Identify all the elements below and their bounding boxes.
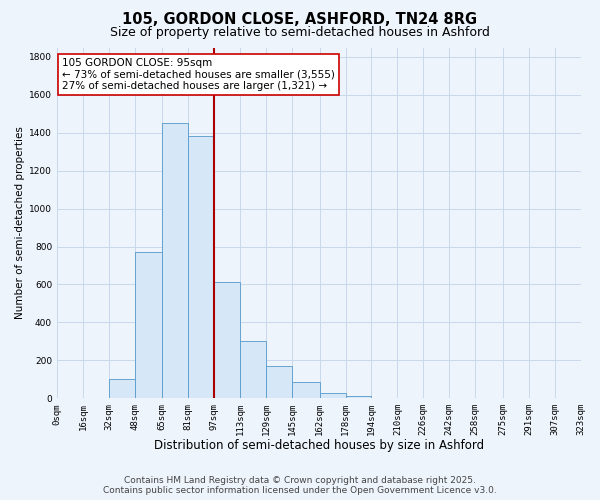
Bar	[266, 366, 292, 398]
Text: Size of property relative to semi-detached houses in Ashford: Size of property relative to semi-detach…	[110, 26, 490, 39]
Bar	[292, 382, 320, 398]
Bar	[135, 252, 163, 398]
Bar	[163, 124, 188, 398]
Y-axis label: Number of semi-detached properties: Number of semi-detached properties	[15, 126, 25, 320]
Bar	[188, 136, 214, 398]
Text: 105, GORDON CLOSE, ASHFORD, TN24 8RG: 105, GORDON CLOSE, ASHFORD, TN24 8RG	[122, 12, 478, 28]
Bar	[109, 380, 135, 398]
X-axis label: Distribution of semi-detached houses by size in Ashford: Distribution of semi-detached houses by …	[154, 440, 484, 452]
Bar	[320, 394, 346, 398]
Bar	[346, 396, 371, 398]
Text: Contains HM Land Registry data © Crown copyright and database right 2025.
Contai: Contains HM Land Registry data © Crown c…	[103, 476, 497, 495]
Text: 105 GORDON CLOSE: 95sqm
← 73% of semi-detached houses are smaller (3,555)
27% of: 105 GORDON CLOSE: 95sqm ← 73% of semi-de…	[62, 58, 335, 91]
Bar	[240, 342, 266, 398]
Bar	[214, 282, 240, 398]
